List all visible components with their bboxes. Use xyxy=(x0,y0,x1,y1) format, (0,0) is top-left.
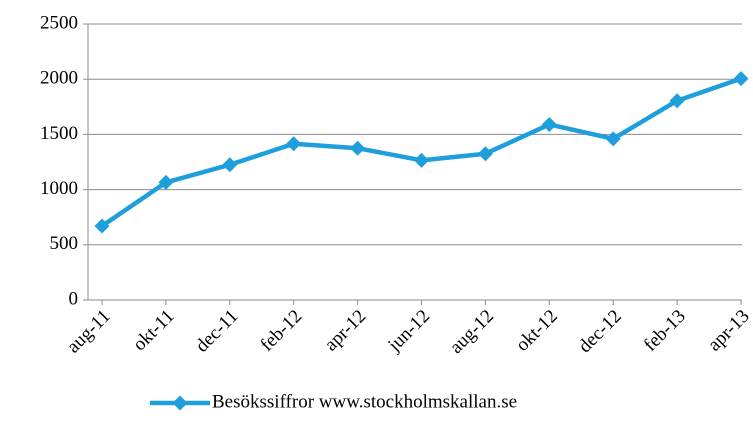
marker xyxy=(477,146,493,162)
x-tick-label: aug-12 xyxy=(446,306,498,358)
marker xyxy=(541,116,557,132)
y-tick-label: 500 xyxy=(50,233,79,254)
x-tick-label: apr-13 xyxy=(704,306,753,356)
x-tick-label: dec-12 xyxy=(574,306,625,357)
y-tick-label: 0 xyxy=(69,288,79,309)
marker xyxy=(605,131,621,147)
y-tick-label: 1000 xyxy=(40,178,78,199)
x-tick-label: okt-12 xyxy=(512,306,562,356)
x-tick-label: dec-11 xyxy=(192,306,243,357)
series-line xyxy=(100,76,742,228)
marker xyxy=(733,71,749,87)
x-tick-label: jun-12 xyxy=(383,306,434,357)
y-tick-label: 2500 xyxy=(40,12,78,33)
x-tick-label: feb-13 xyxy=(640,306,690,356)
x-tick-label: aug-11 xyxy=(63,306,115,358)
legend-label: Besökssiffror www.stockholmskallan.se xyxy=(212,391,517,412)
marker xyxy=(158,174,174,190)
legend-marker xyxy=(172,395,188,411)
y-tick-label: 1500 xyxy=(40,123,78,144)
y-tick-label: 2000 xyxy=(40,68,78,89)
x-tick-label: apr-12 xyxy=(321,306,371,356)
marker xyxy=(94,218,110,234)
x-tick-label: okt-11 xyxy=(129,306,178,355)
marker xyxy=(669,93,685,109)
marker xyxy=(350,140,366,156)
x-tick-label: feb-12 xyxy=(256,306,306,356)
marker xyxy=(286,136,302,152)
marker xyxy=(222,157,238,173)
marker xyxy=(414,152,429,168)
